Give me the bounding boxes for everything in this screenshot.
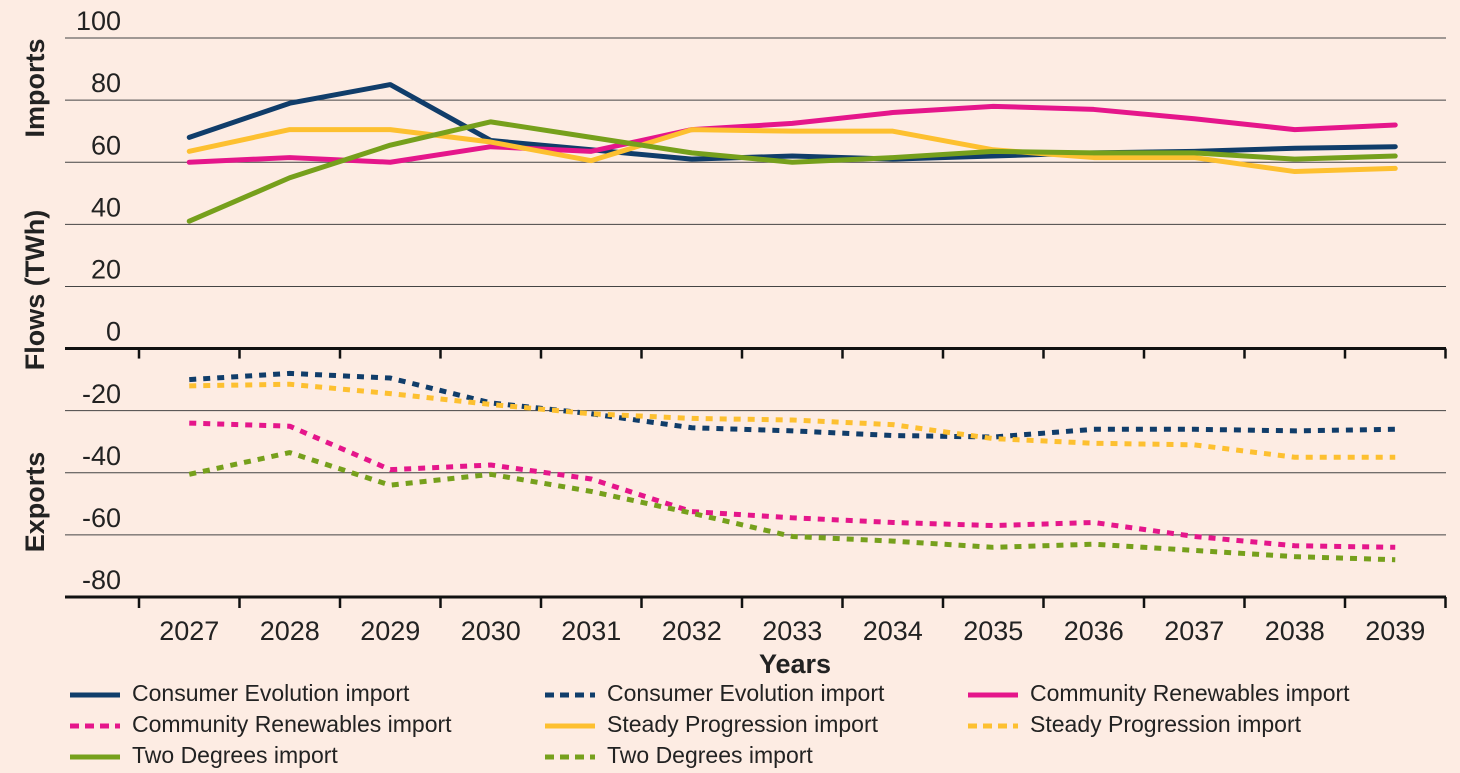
- y-tick-label: 60: [91, 130, 121, 160]
- x-tick-label: 2028: [260, 616, 320, 646]
- x-tick-label: 2029: [360, 616, 420, 646]
- series-line: [186, 119, 1398, 224]
- x-tick-label: 2037: [1164, 616, 1224, 646]
- x-tick-label: 2032: [662, 616, 722, 646]
- x-tick-label: 2036: [1064, 616, 1124, 646]
- y-tick-label: 100: [76, 6, 121, 36]
- x-axis-title: Years: [759, 649, 831, 679]
- series-line: [186, 127, 1398, 175]
- y-axis-title: Exports: [20, 452, 50, 553]
- legend-label: Steady Progression import: [607, 711, 879, 737]
- y-tick-label: -40: [82, 441, 121, 471]
- y-tick-label: -60: [82, 503, 121, 533]
- series-line: [188, 450, 1396, 563]
- y-axis-title: Imports: [20, 38, 50, 137]
- legend-label: Steady Progression import: [1030, 711, 1302, 737]
- y-tick-label: 0: [106, 317, 121, 347]
- y-tick-label: 40: [91, 192, 121, 222]
- y-tick-label: -80: [82, 565, 121, 595]
- y-tick-label: 80: [91, 68, 121, 98]
- legend-label: Two Degrees import: [607, 742, 813, 768]
- x-tick-label: 2034: [863, 616, 923, 646]
- x-tick-label: 2035: [963, 616, 1023, 646]
- series-line: [186, 103, 1398, 165]
- x-tick-label: 2027: [159, 616, 219, 646]
- x-tick-label: 2039: [1365, 616, 1425, 646]
- x-tick-label: 2038: [1265, 616, 1325, 646]
- series-line: [189, 381, 1396, 460]
- legend-label: Consumer Evolution import: [132, 680, 410, 706]
- x-tick-label: 2031: [561, 616, 621, 646]
- x-tick-label: 2030: [461, 616, 521, 646]
- legend-label: Consumer Evolution import: [607, 680, 885, 706]
- legend-label: Two Degrees import: [132, 742, 338, 768]
- x-tick-label: 2033: [762, 616, 822, 646]
- y-tick-label: -20: [82, 379, 121, 409]
- series-line: [189, 420, 1396, 550]
- y-tick-label: 20: [91, 255, 121, 285]
- series-line: [189, 370, 1396, 440]
- legend-label: Community Renewables import: [1030, 680, 1350, 706]
- legend-label: Community Renewables import: [132, 711, 452, 737]
- y-axis-title: Flows (TWh): [20, 210, 50, 370]
